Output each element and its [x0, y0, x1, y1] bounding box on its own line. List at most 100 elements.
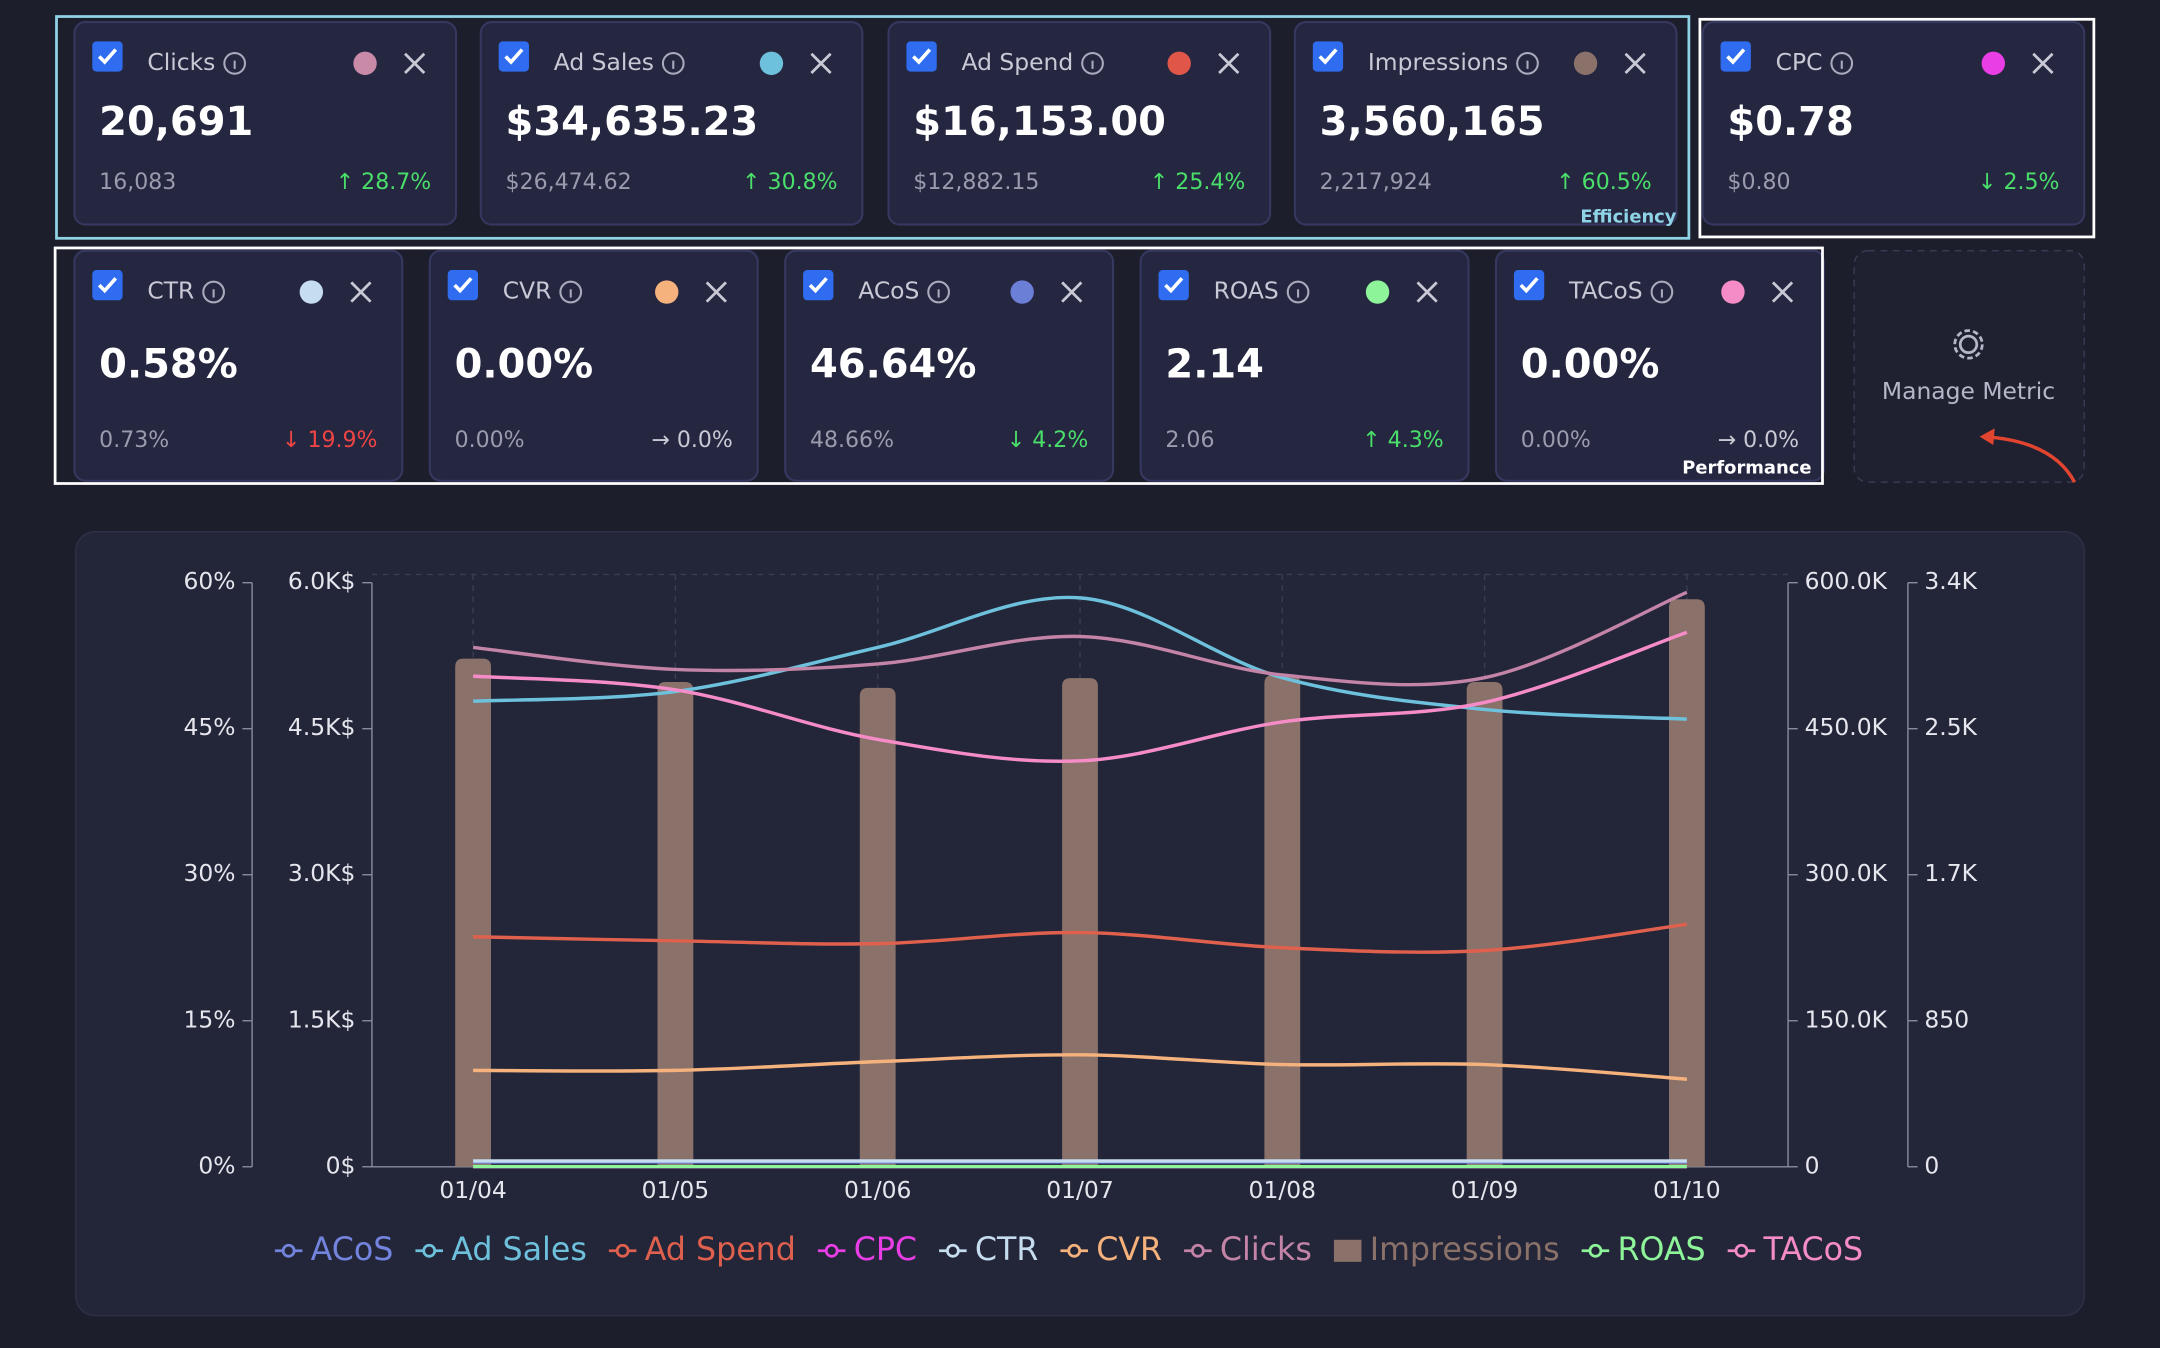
legend-marker — [615, 1243, 630, 1258]
metric-label: CTR — [147, 277, 194, 305]
info-icon[interactable] — [1081, 52, 1104, 75]
metric-previous: $26,474.62 — [506, 170, 632, 195]
bar — [1668, 599, 1705, 1167]
info-icon[interactable] — [927, 280, 950, 304]
close-icon[interactable] — [1416, 281, 1438, 303]
legend-label[interactable]: CTR — [975, 1232, 1038, 1268]
card-bg[interactable] — [784, 249, 1115, 482]
bar — [657, 681, 694, 1167]
metric-card[interactable]: Ad Sales $34,635.23 $26,474.62 ↑ 30.8% — [479, 21, 864, 226]
metric-card[interactable]: CTR 0.58% 0.73% ↓ 19.9% — [73, 249, 404, 482]
performance-group — [53, 246, 1824, 485]
legend-item[interactable]: ACoS — [274, 1232, 394, 1268]
legend-label[interactable]: CPC — [854, 1232, 917, 1268]
info-icon[interactable] — [1830, 52, 1854, 75]
metric-dot — [1573, 51, 1598, 76]
manage-metric-box[interactable] — [1853, 250, 2085, 483]
y-tick-label: 4.5K$ — [288, 713, 355, 741]
legend-item[interactable]: TACoS — [1727, 1232, 1863, 1268]
series-line — [472, 630, 1688, 763]
info-icon[interactable] — [661, 52, 685, 75]
close-icon[interactable] — [2032, 52, 2054, 74]
metric-card[interactable]: ROAS 2.14 2.06 ↑ 4.3% — [1139, 249, 1470, 482]
info-icon[interactable] — [1650, 280, 1674, 304]
close-icon[interactable] — [705, 281, 727, 303]
metric-value: 0.00% — [455, 341, 594, 387]
arrow-head — [1979, 428, 1995, 445]
y-tick-label: 0 — [1805, 1151, 1820, 1179]
metric-value: $16,153.00 — [913, 99, 1166, 145]
legend-label[interactable]: TACoS — [1762, 1232, 1863, 1268]
metric-change: ↑ 25.4% — [1150, 170, 1245, 195]
card-bg[interactable] — [428, 249, 759, 482]
metric-card[interactable]: CPC $0.78 $0.80 ↓ 2.5% — [1701, 21, 2086, 226]
card-bg[interactable] — [1139, 249, 1470, 482]
close-icon[interactable] — [1771, 281, 1794, 303]
metric-dot — [1167, 51, 1191, 76]
checkmark — [1164, 277, 1184, 294]
metric-card[interactable]: Impressions 3,560,165 2,217,924 ↑ 60.5% — [1293, 21, 1678, 226]
legend-marker — [824, 1243, 839, 1258]
legend-label[interactable]: CVR — [1096, 1232, 1162, 1268]
legend-label[interactable]: Clicks — [1220, 1232, 1312, 1268]
close-icon[interactable] — [350, 281, 372, 303]
y-tick-label: 2.5K — [1924, 713, 1977, 741]
metric-change: ↑ 60.5% — [1556, 170, 1651, 195]
legend-item[interactable]: Impressions — [1333, 1232, 1560, 1268]
legend-label[interactable]: Ad Spend — [645, 1232, 796, 1268]
efficiency-group — [55, 15, 1691, 240]
close-icon[interactable] — [1218, 52, 1240, 74]
metric-card[interactable]: TACoS 0.00% 0.00% → 0.0% — [1494, 249, 1825, 482]
legend-marker — [1067, 1243, 1082, 1258]
close-icon[interactable] — [1061, 281, 1083, 303]
legend-item[interactable]: Ad Sales — [415, 1232, 587, 1268]
legend-marker — [1588, 1243, 1603, 1258]
info-icon[interactable] — [202, 280, 225, 304]
info-icon[interactable] — [223, 52, 247, 75]
metric-previous: 2,217,924 — [1320, 170, 1432, 195]
legend-label[interactable]: Ad Sales — [451, 1232, 587, 1268]
info-icon[interactable] — [1516, 52, 1539, 75]
info-icon[interactable] — [559, 280, 583, 304]
close-icon[interactable] — [1624, 52, 1646, 74]
metric-card[interactable]: Ad Spend $16,153.00 $12,882.15 ↑ 25.4% — [887, 21, 1272, 226]
legend-item[interactable]: CTR — [939, 1232, 1038, 1268]
x-tick-label: 01/09 — [1451, 1176, 1518, 1204]
card-bg[interactable] — [73, 249, 404, 482]
metric-card[interactable]: CVR 0.00% 0.00% → 0.0% — [428, 249, 759, 482]
info-icon[interactable] — [1286, 280, 1310, 304]
y-tick-label: 0$ — [326, 1151, 356, 1179]
metric-card[interactable]: Clicks 20,691 16,083 ↑ 28.7% — [73, 21, 458, 226]
manage-metric-label[interactable]: Manage Metric — [1882, 377, 2055, 405]
bar — [1264, 675, 1301, 1167]
legend-label[interactable]: Impressions — [1370, 1232, 1560, 1268]
metric-change: ↓ 2.5% — [1978, 170, 2059, 195]
legend-label[interactable]: ROAS — [1617, 1232, 1705, 1268]
x-tick-label: 01/10 — [1653, 1176, 1720, 1204]
metric-label: Clicks — [147, 48, 215, 76]
legend-item[interactable]: Ad Spend — [608, 1232, 796, 1268]
close-icon[interactable] — [404, 52, 426, 74]
bar — [1062, 678, 1098, 1167]
legend-item[interactable]: ROAS — [1581, 1232, 1706, 1268]
manage-metric[interactable]: Manage Metric — [1853, 250, 2085, 483]
y-tick-label: 3.0K$ — [288, 859, 355, 887]
metric-previous: 0.00% — [1521, 428, 1591, 453]
checkmark — [453, 277, 473, 294]
metric-card[interactable]: ACoS 46.64% 48.66% ↓ 4.2% — [784, 249, 1115, 482]
x-tick-label: 01/04 — [439, 1176, 506, 1204]
metric-value: 20,691 — [99, 99, 253, 145]
legend-item[interactable]: Clicks — [1184, 1232, 1312, 1268]
metric-cards: Clicks 20,691 16,083 ↑ 28.7% Ad Sales $34,635… — [73, 21, 2086, 482]
legend-label[interactable]: ACoS — [311, 1232, 394, 1268]
metric-label: Impressions — [1368, 48, 1508, 76]
checkmark — [912, 48, 932, 65]
close-icon[interactable] — [810, 52, 832, 74]
legend-item[interactable]: CVR — [1060, 1232, 1162, 1268]
metric-label: Ad Spend — [962, 48, 1074, 76]
legend-item[interactable]: CPC — [817, 1232, 917, 1268]
metric-dot — [1365, 280, 1390, 304]
metric-previous: $0.80 — [1727, 170, 1790, 195]
y-tick-label: 1.7K — [1924, 859, 1977, 887]
